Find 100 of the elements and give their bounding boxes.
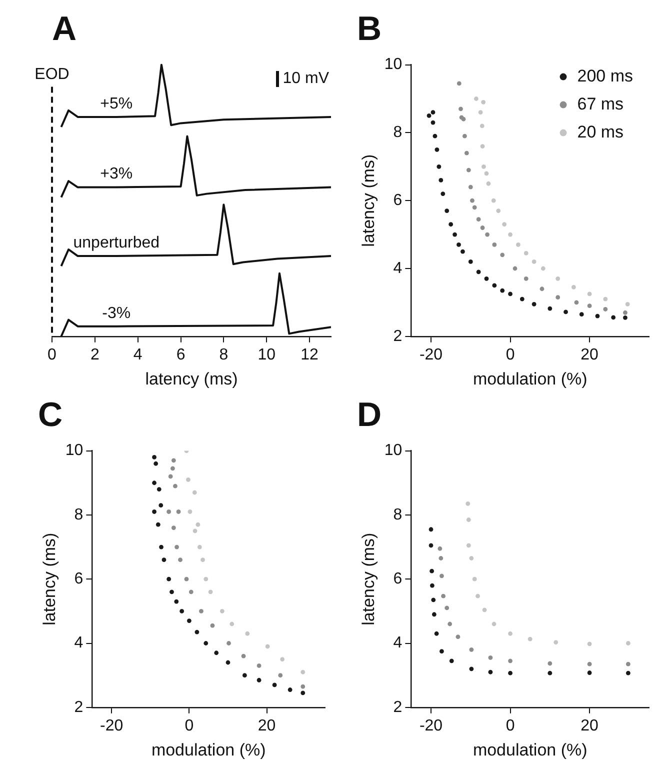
point [492, 242, 497, 247]
point [626, 662, 630, 666]
point [196, 522, 200, 527]
point [300, 690, 306, 696]
point [488, 655, 493, 660]
point [166, 576, 172, 582]
point [548, 661, 552, 666]
x-tick-label: 20 [258, 717, 276, 734]
point [574, 300, 579, 305]
point [156, 522, 160, 527]
point [626, 670, 630, 676]
y-tick-label: 10 [65, 442, 84, 460]
point [626, 641, 630, 646]
point [226, 660, 230, 665]
x-tick-label: 0 [506, 717, 515, 734]
point [556, 276, 560, 281]
point [186, 477, 190, 482]
point [623, 316, 628, 320]
point [300, 684, 306, 689]
point [256, 664, 262, 668]
point [154, 461, 158, 466]
point [438, 546, 442, 551]
point [256, 678, 262, 682]
point [440, 192, 446, 196]
point [184, 576, 189, 582]
point [168, 474, 173, 479]
chart-title: D [357, 396, 382, 434]
point [430, 110, 436, 115]
y-tick-label: 10 [384, 442, 402, 460]
point [265, 644, 270, 649]
point [500, 288, 505, 293]
point [278, 673, 283, 678]
point [197, 544, 202, 550]
point [230, 622, 234, 626]
point [188, 590, 194, 594]
y-axis-title: latency (ms) [358, 532, 378, 626]
point [176, 510, 181, 514]
y-tick-label: 8 [74, 506, 84, 524]
point [540, 266, 546, 271]
point [430, 583, 434, 588]
y-tick-label: 8 [393, 506, 402, 524]
chart-title: A [52, 10, 77, 48]
point [458, 106, 463, 112]
x-tick-label: 0 [48, 346, 57, 364]
point [173, 484, 178, 488]
point [595, 314, 600, 318]
point [288, 688, 292, 692]
point [540, 286, 544, 292]
x-tick-label: 20 [580, 717, 599, 734]
point [188, 510, 192, 514]
point [587, 642, 592, 646]
point [192, 528, 198, 534]
point [242, 673, 247, 678]
point [579, 312, 584, 317]
y-tick-label: 8 [393, 124, 402, 142]
point [464, 150, 469, 156]
x-tick-label: 10 [258, 346, 276, 364]
point [472, 576, 477, 582]
point [208, 590, 213, 594]
x-axis-title: modulation (%) [472, 369, 588, 388]
x-tick-label: 0 [184, 717, 194, 734]
point [204, 576, 208, 582]
point [194, 630, 200, 634]
point [220, 608, 224, 614]
point [603, 307, 608, 312]
point [500, 252, 505, 258]
point [171, 458, 176, 463]
point [280, 657, 285, 662]
point [488, 670, 493, 674]
x-tick-label: 8 [219, 346, 228, 364]
x-tick-label: 2 [90, 346, 100, 364]
point [214, 650, 219, 656]
chart-title: B [357, 10, 382, 48]
point [476, 217, 481, 222]
point [470, 198, 474, 203]
point [170, 590, 174, 594]
point [516, 242, 520, 247]
point [482, 608, 487, 612]
point [187, 618, 192, 623]
point [426, 114, 432, 118]
point [466, 543, 471, 548]
point [438, 556, 444, 560]
point [272, 682, 277, 688]
point [485, 232, 490, 237]
point [472, 205, 477, 210]
point [444, 606, 450, 610]
point [611, 315, 616, 320]
point [548, 670, 552, 676]
point [432, 612, 436, 617]
point [158, 503, 164, 508]
x-axis-title: modulation (%) [472, 740, 588, 760]
x-tick-label: 20 [580, 346, 599, 364]
point [508, 292, 512, 296]
point [469, 666, 474, 672]
x-tick-label: -20 [100, 717, 124, 734]
point [162, 558, 166, 562]
point [492, 283, 497, 288]
point [431, 598, 436, 602]
point [603, 296, 608, 302]
point [520, 296, 524, 302]
